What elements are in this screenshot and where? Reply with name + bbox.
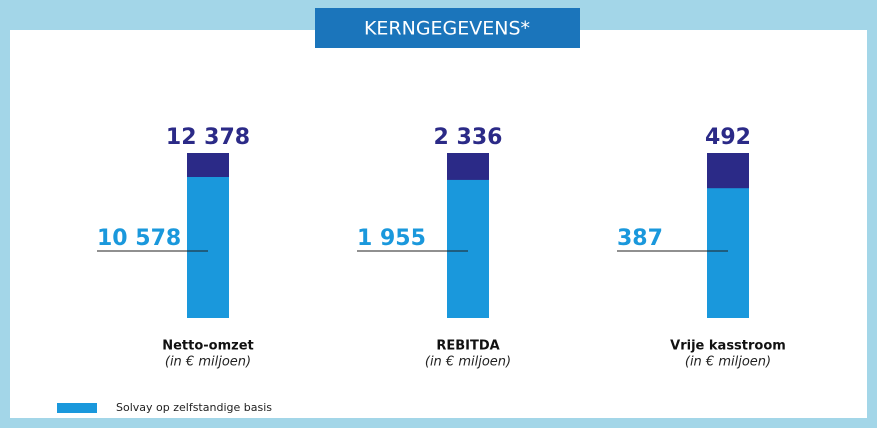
category-label: REBITDA (436, 339, 499, 354)
standalone-bar (707, 188, 749, 318)
total-label: 492 (705, 125, 751, 150)
standalone-label: 1 955 (357, 226, 426, 251)
unit-label: (in € miljoen) (165, 355, 251, 370)
title-box (315, 8, 580, 48)
category-label: Vrije kasstroom (670, 339, 786, 354)
unit-label: (in € miljoen) (685, 355, 771, 370)
standalone-bar (447, 179, 489, 318)
legend-label: Solvay op zelfstandige basis (116, 401, 272, 414)
standalone-label: 10 578 (97, 226, 181, 251)
standalone-bar (187, 176, 229, 318)
category-label: Netto-omzet (162, 339, 254, 354)
unit-label: (in € miljoen) (425, 355, 511, 370)
legend-swatch (57, 403, 97, 413)
standalone-label: 387 (617, 226, 663, 251)
title: KERNGEGEVENS* (364, 18, 530, 40)
total-label: 12 378 (166, 125, 250, 150)
total-label: 2 336 (434, 125, 503, 150)
